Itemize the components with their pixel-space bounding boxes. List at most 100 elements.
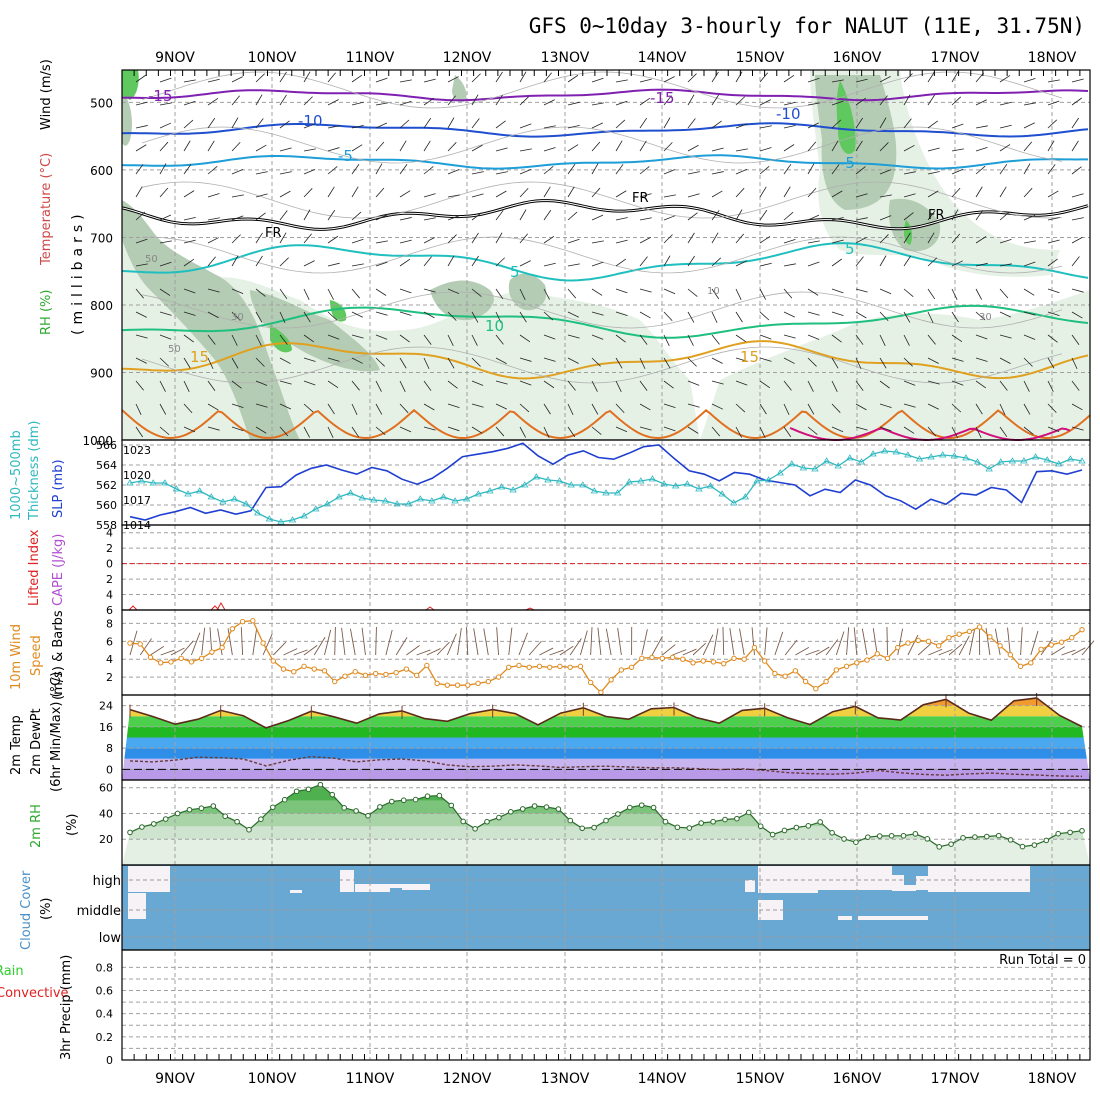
rh-label-10: 10 bbox=[707, 286, 720, 297]
li-tick-label: 2 bbox=[106, 542, 113, 555]
rh2m-marker bbox=[735, 816, 740, 821]
rh2m-marker bbox=[128, 830, 133, 835]
rh2m-marker bbox=[449, 803, 454, 808]
millibars-label: (millibars) bbox=[70, 209, 86, 335]
rh-tick-label: 20 bbox=[99, 833, 113, 846]
rh2m-marker bbox=[770, 832, 775, 837]
rh-label-50b: 50 bbox=[168, 344, 181, 355]
rh2m-marker bbox=[699, 821, 704, 826]
wind-speed-marker bbox=[629, 665, 633, 669]
rh2m-marker bbox=[532, 804, 537, 809]
wind-speed-marker bbox=[793, 669, 797, 673]
temp-tick-label: 24 bbox=[99, 700, 113, 713]
wind-speed-marker bbox=[1059, 640, 1063, 644]
precip-tick-label: 0.8 bbox=[96, 961, 114, 974]
rh2m-marker bbox=[854, 840, 859, 845]
contour-label-fr-b: FR bbox=[632, 191, 649, 206]
cloud-clear-patch bbox=[904, 885, 916, 891]
wind-speed-marker bbox=[936, 644, 940, 648]
rh2m-marker bbox=[628, 805, 633, 810]
rh-label-30b: 30 bbox=[979, 312, 992, 323]
rh2m-marker bbox=[1056, 831, 1061, 836]
wind-speed-marker bbox=[414, 673, 418, 677]
wind-speed-marker bbox=[1039, 647, 1043, 651]
wind-speed-marker bbox=[251, 619, 255, 623]
wind-speed-marker bbox=[650, 655, 654, 659]
temp2m-label-1: 2m Temp bbox=[9, 715, 24, 775]
wind-tick-label: 4 bbox=[106, 653, 113, 666]
rh2m-marker bbox=[747, 810, 752, 815]
wind-speed-marker bbox=[128, 641, 132, 645]
wind-speed-marker bbox=[599, 690, 603, 694]
wind-speed-marker bbox=[906, 641, 910, 645]
wind-speed-marker bbox=[824, 679, 828, 683]
thickness-label-1: 1000~500mb bbox=[9, 430, 24, 520]
wind-speed-marker bbox=[486, 679, 490, 683]
wind-speed-marker bbox=[762, 659, 766, 663]
wind-speed-marker bbox=[896, 645, 900, 649]
rh2m-marker bbox=[818, 820, 823, 825]
bottom-date-label: 15NOV bbox=[736, 1071, 785, 1087]
rh2m-label: 2m RH bbox=[29, 804, 44, 848]
contour-label-plus5-a: 5 bbox=[510, 263, 520, 281]
rh2m-marker bbox=[973, 835, 978, 840]
temp-band bbox=[122, 769, 1090, 780]
wind-speed-marker bbox=[384, 672, 388, 676]
wind-speed-marker bbox=[210, 650, 214, 654]
precip-tick-label: 0.6 bbox=[96, 985, 114, 998]
chart-title: GFS 0~10day 3-hourly for NALUT (11E, 31.… bbox=[529, 14, 1085, 38]
cloud-clear-patch bbox=[745, 880, 755, 892]
cloud-clear-patch bbox=[128, 893, 146, 919]
rh2m-marker bbox=[782, 828, 787, 833]
wind-speed-marker bbox=[568, 665, 572, 669]
wind-speed-marker bbox=[148, 655, 152, 659]
wind-speed-marker bbox=[189, 660, 193, 664]
pressure-tick-label: 600 bbox=[90, 164, 113, 178]
rh2m-marker bbox=[330, 792, 335, 797]
wind-speed-marker bbox=[343, 674, 347, 678]
wind-speed-marker bbox=[445, 683, 449, 687]
rh2m-marker bbox=[592, 825, 597, 830]
wind-speed-marker bbox=[834, 668, 838, 672]
wind-speed-marker bbox=[977, 625, 981, 629]
rh2m-marker bbox=[580, 826, 585, 831]
wind-speed-marker bbox=[466, 683, 470, 687]
wind-speed-marker bbox=[926, 639, 930, 643]
temp-tick-label: 0 bbox=[106, 763, 113, 776]
wind-speed-marker bbox=[988, 635, 992, 639]
temperature-legend-label: Temperature (°C) bbox=[39, 153, 54, 266]
rh2m-marker bbox=[901, 833, 906, 838]
wind-speed-marker bbox=[322, 669, 326, 673]
rh2m-marker bbox=[723, 817, 728, 822]
bottom-date-label: 9NOV bbox=[155, 1071, 195, 1087]
slp-tick-label: 1020 bbox=[123, 469, 151, 482]
rh2m-marker bbox=[497, 815, 502, 820]
rh2m-marker bbox=[687, 826, 692, 831]
top-date-label: 9NOV bbox=[155, 50, 195, 66]
contour-label-minus5-b: -5 bbox=[840, 154, 855, 172]
rh2m-marker bbox=[794, 825, 799, 830]
wind10-label-2: Speed bbox=[29, 635, 44, 676]
lifted-index-label: Lifted Index bbox=[27, 529, 42, 606]
wind-speed-marker bbox=[660, 656, 664, 660]
temp-tick-label: 16 bbox=[99, 721, 113, 734]
wind-speed-marker bbox=[742, 657, 746, 661]
wind-speed-marker bbox=[220, 645, 224, 649]
contour-label-minus15-b: -15 bbox=[650, 89, 675, 107]
wind-speed-marker bbox=[588, 680, 592, 684]
bottom-date-label: 16NOV bbox=[833, 1071, 882, 1087]
bottom-date-label: 14NOV bbox=[638, 1071, 687, 1087]
rh2m-marker bbox=[247, 827, 252, 832]
bottom-date-label: 18NOV bbox=[1028, 1071, 1077, 1087]
wind-tick-label: 8 bbox=[106, 617, 113, 630]
wind-speed-marker bbox=[916, 638, 920, 642]
temp2m-label-3: (6hr Min/Max) (°C) bbox=[49, 672, 64, 792]
pressure-tick-label: 700 bbox=[90, 231, 113, 245]
wind-tick-label: 6 bbox=[106, 635, 113, 648]
wind-speed-marker bbox=[373, 671, 377, 675]
rh2m-marker bbox=[842, 837, 847, 842]
wind-speed-marker bbox=[640, 656, 644, 660]
cloud-clear-patch bbox=[390, 884, 402, 888]
wind-speed-marker bbox=[312, 667, 316, 671]
thickness-tick-label: 564 bbox=[96, 459, 117, 472]
